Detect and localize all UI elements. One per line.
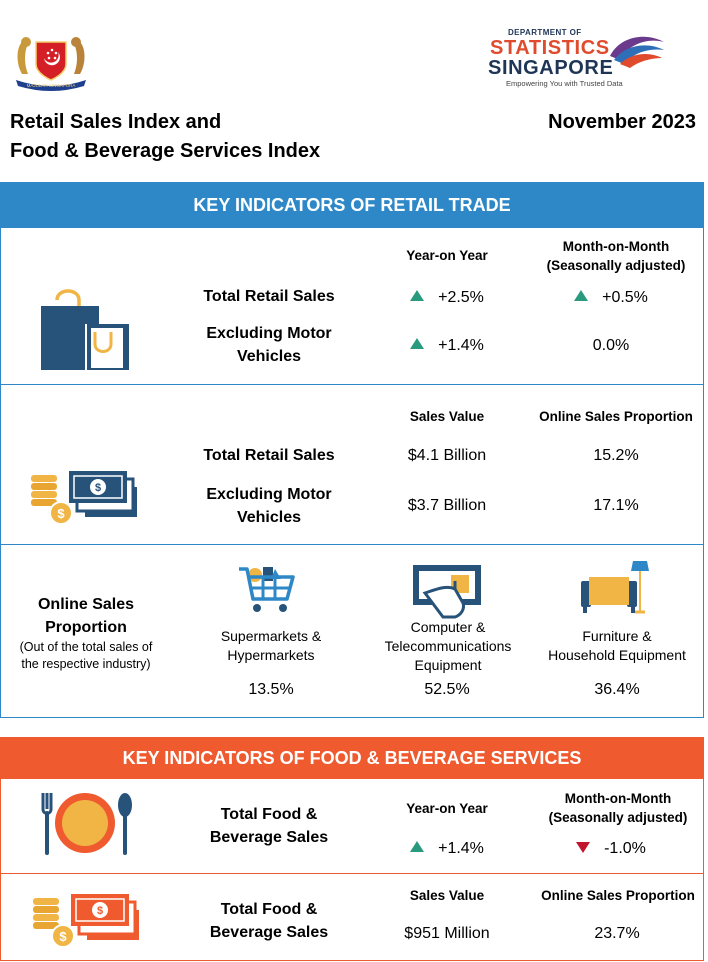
mom-fnb: -1.0% <box>551 839 671 859</box>
fnb-banner: KEY INDICATORS OF FOOD & BEVERAGE SERVIC… <box>0 737 704 779</box>
mom-value: -1.0% <box>604 840 646 857</box>
col-yoy-header: Year-on Year <box>406 248 488 263</box>
computer-screen-icon <box>413 565 481 619</box>
mom-value: +0.5% <box>602 289 648 306</box>
label-line2: Vehicles <box>236 348 302 365</box>
yoy-fnb: +1.4% <box>387 839 507 859</box>
label-line1: Excluding Motor <box>206 486 332 503</box>
online-proportion-note: (Out of the total sales of the respectiv… <box>5 639 167 673</box>
retail-growth-panel: Year-on Year Month-on-Month (Seasonally … <box>0 228 704 385</box>
money-coins-icon: $ $ <box>31 471 137 525</box>
row-label-total-retail: Total Retail Sales <box>203 288 335 305</box>
online-fnb: 23.7% <box>594 925 640 942</box>
yoy-value: +2.5% <box>438 289 484 306</box>
retail-value-panel: $ $ Sales Value Online Sales Proportion … <box>0 385 704 545</box>
cat-line2: Telecommunications <box>384 638 512 654</box>
cat-line1: Supermarkets & <box>220 628 322 644</box>
label-line2: Beverage Sales <box>209 924 329 941</box>
up-arrow-icon <box>410 338 425 350</box>
retail-online-panel: Online Sales Proportion (Out of the tota… <box>0 545 704 718</box>
label-line1: Total Food & <box>220 901 318 918</box>
up-arrow-icon <box>410 841 425 853</box>
up-arrow-icon <box>574 290 589 302</box>
retail-banner: KEY INDICATORS OF RETAIL TRADE <box>0 182 704 228</box>
cat-line1: Furniture & <box>582 628 652 644</box>
label-line1: Total Food & <box>220 806 318 823</box>
dos-line2: STATISTICS <box>490 37 610 59</box>
down-arrow-icon <box>576 842 591 854</box>
col-sales-value-header: Sales Value <box>409 409 485 424</box>
yoy-excl-motor: +1.4% <box>387 336 507 356</box>
online-furniture-value: 36.4% <box>594 681 640 698</box>
label-line2: Proportion <box>45 619 127 636</box>
report-period: November 2023 <box>548 111 696 133</box>
dos-line1: DEPARTMENT OF <box>508 28 582 37</box>
col-mom-line2: (Seasonally adjusted) <box>546 258 686 273</box>
col-mom-line1: Month-on-Month <box>562 239 670 254</box>
mom-excl-motor: 0.0% <box>592 337 630 354</box>
yoy-value: +1.4% <box>438 337 484 354</box>
category-furniture: Furniture & Household Equipment <box>537 627 697 665</box>
svg-text:$: $ <box>97 905 103 917</box>
shopping-bag-icon <box>41 289 131 370</box>
cat-line3: Equipment <box>414 657 482 673</box>
dos-logo: DEPARTMENT OF STATISTICS SINGAPORE Empow… <box>486 28 686 92</box>
title-line1: Retail Sales Index and <box>10 111 222 133</box>
yoy-total-retail: +2.5% <box>387 288 507 308</box>
sofa-lamp-icon <box>581 561 649 614</box>
value-fnb: $951 Million <box>404 925 490 942</box>
fnb-growth-label: Total Food & Beverage Sales <box>177 803 361 849</box>
dos-tagline: Empowering You with Trusted Data <box>506 79 623 88</box>
online-computer-value: 52.5% <box>424 681 470 698</box>
yoy-value: +1.4% <box>438 840 484 857</box>
up-arrow-icon <box>410 290 425 302</box>
cat-line1: Computer & <box>410 619 486 635</box>
col-mom-line1: Month-on-Month <box>564 791 672 806</box>
online-total-retail: 15.2% <box>593 447 639 464</box>
dos-line3: SINGAPORE <box>488 57 614 79</box>
cat-line2: Household Equipment <box>548 647 686 663</box>
col-online-header: Online Sales Proportion <box>541 888 695 903</box>
report-title: Retail Sales Index and Food & Beverage S… <box>10 108 320 166</box>
label-line2: Beverage Sales <box>209 829 329 846</box>
col-online-header: Online Sales Proportion <box>539 409 693 424</box>
dos-swoosh-icon <box>610 36 664 68</box>
value-excl-motor: $3.7 Billion <box>407 497 487 514</box>
online-excl-motor: 17.1% <box>593 497 639 514</box>
category-computer: Computer & Telecommunications Equipment <box>367 618 529 675</box>
row-label-total-retail: Total Retail Sales <box>203 447 335 464</box>
col-mom-header: Month-on-Month (Seasonally adjusted) <box>533 789 703 827</box>
fnb-growth-panel: Total Food & Beverage Sales Year-on Year… <box>0 779 704 874</box>
col-sales-value-header: Sales Value <box>409 888 485 903</box>
note-line1: (Out of the total sales of <box>19 640 153 654</box>
fnb-value-label: Total Food & Beverage Sales <box>177 898 361 944</box>
label-line2: Vehicles <box>236 509 302 526</box>
svg-text:$: $ <box>57 506 65 521</box>
title-line2: Food & Beverage Services Index <box>10 140 321 162</box>
row-label-excl-motor: Excluding Motor Vehicles <box>177 483 361 529</box>
svg-text:$: $ <box>59 929 67 944</box>
online-proportion-label: Online Sales Proportion <box>21 593 151 639</box>
mom-total-retail: +0.5% <box>551 288 671 308</box>
cat-line2: Hypermarkets <box>227 647 315 663</box>
fnb-value-panel: $ $ Total Food & Beverage Sales Sales Va… <box>0 874 704 961</box>
online-supermarkets-value: 13.5% <box>248 681 294 698</box>
row-label-excl-motor: Excluding Motor Vehicles <box>177 322 361 368</box>
label-line1: Online Sales <box>37 596 135 613</box>
label-line1: Excluding Motor <box>206 325 332 342</box>
col-mom-line2: (Seasonally adjusted) <box>548 810 688 825</box>
svg-text:$: $ <box>95 482 101 494</box>
crest-motto: MAJULAH SINGAPURA <box>27 83 76 88</box>
money-coins-icon: $ $ <box>33 894 139 948</box>
note-line2: the respective industry) <box>21 657 151 671</box>
value-total-retail: $4.1 Billion <box>407 447 487 464</box>
plate-cutlery-icon <box>41 793 132 855</box>
shopping-cart-icon <box>239 567 295 612</box>
singapore-crest-icon: MAJULAH SINGAPURA <box>16 37 86 91</box>
col-mom-header: Month-on-Month (Seasonally adjusted) <box>531 237 701 275</box>
category-supermarkets: Supermarkets & Hypermarkets <box>197 627 345 665</box>
col-yoy-header: Year-on Year <box>406 801 488 816</box>
